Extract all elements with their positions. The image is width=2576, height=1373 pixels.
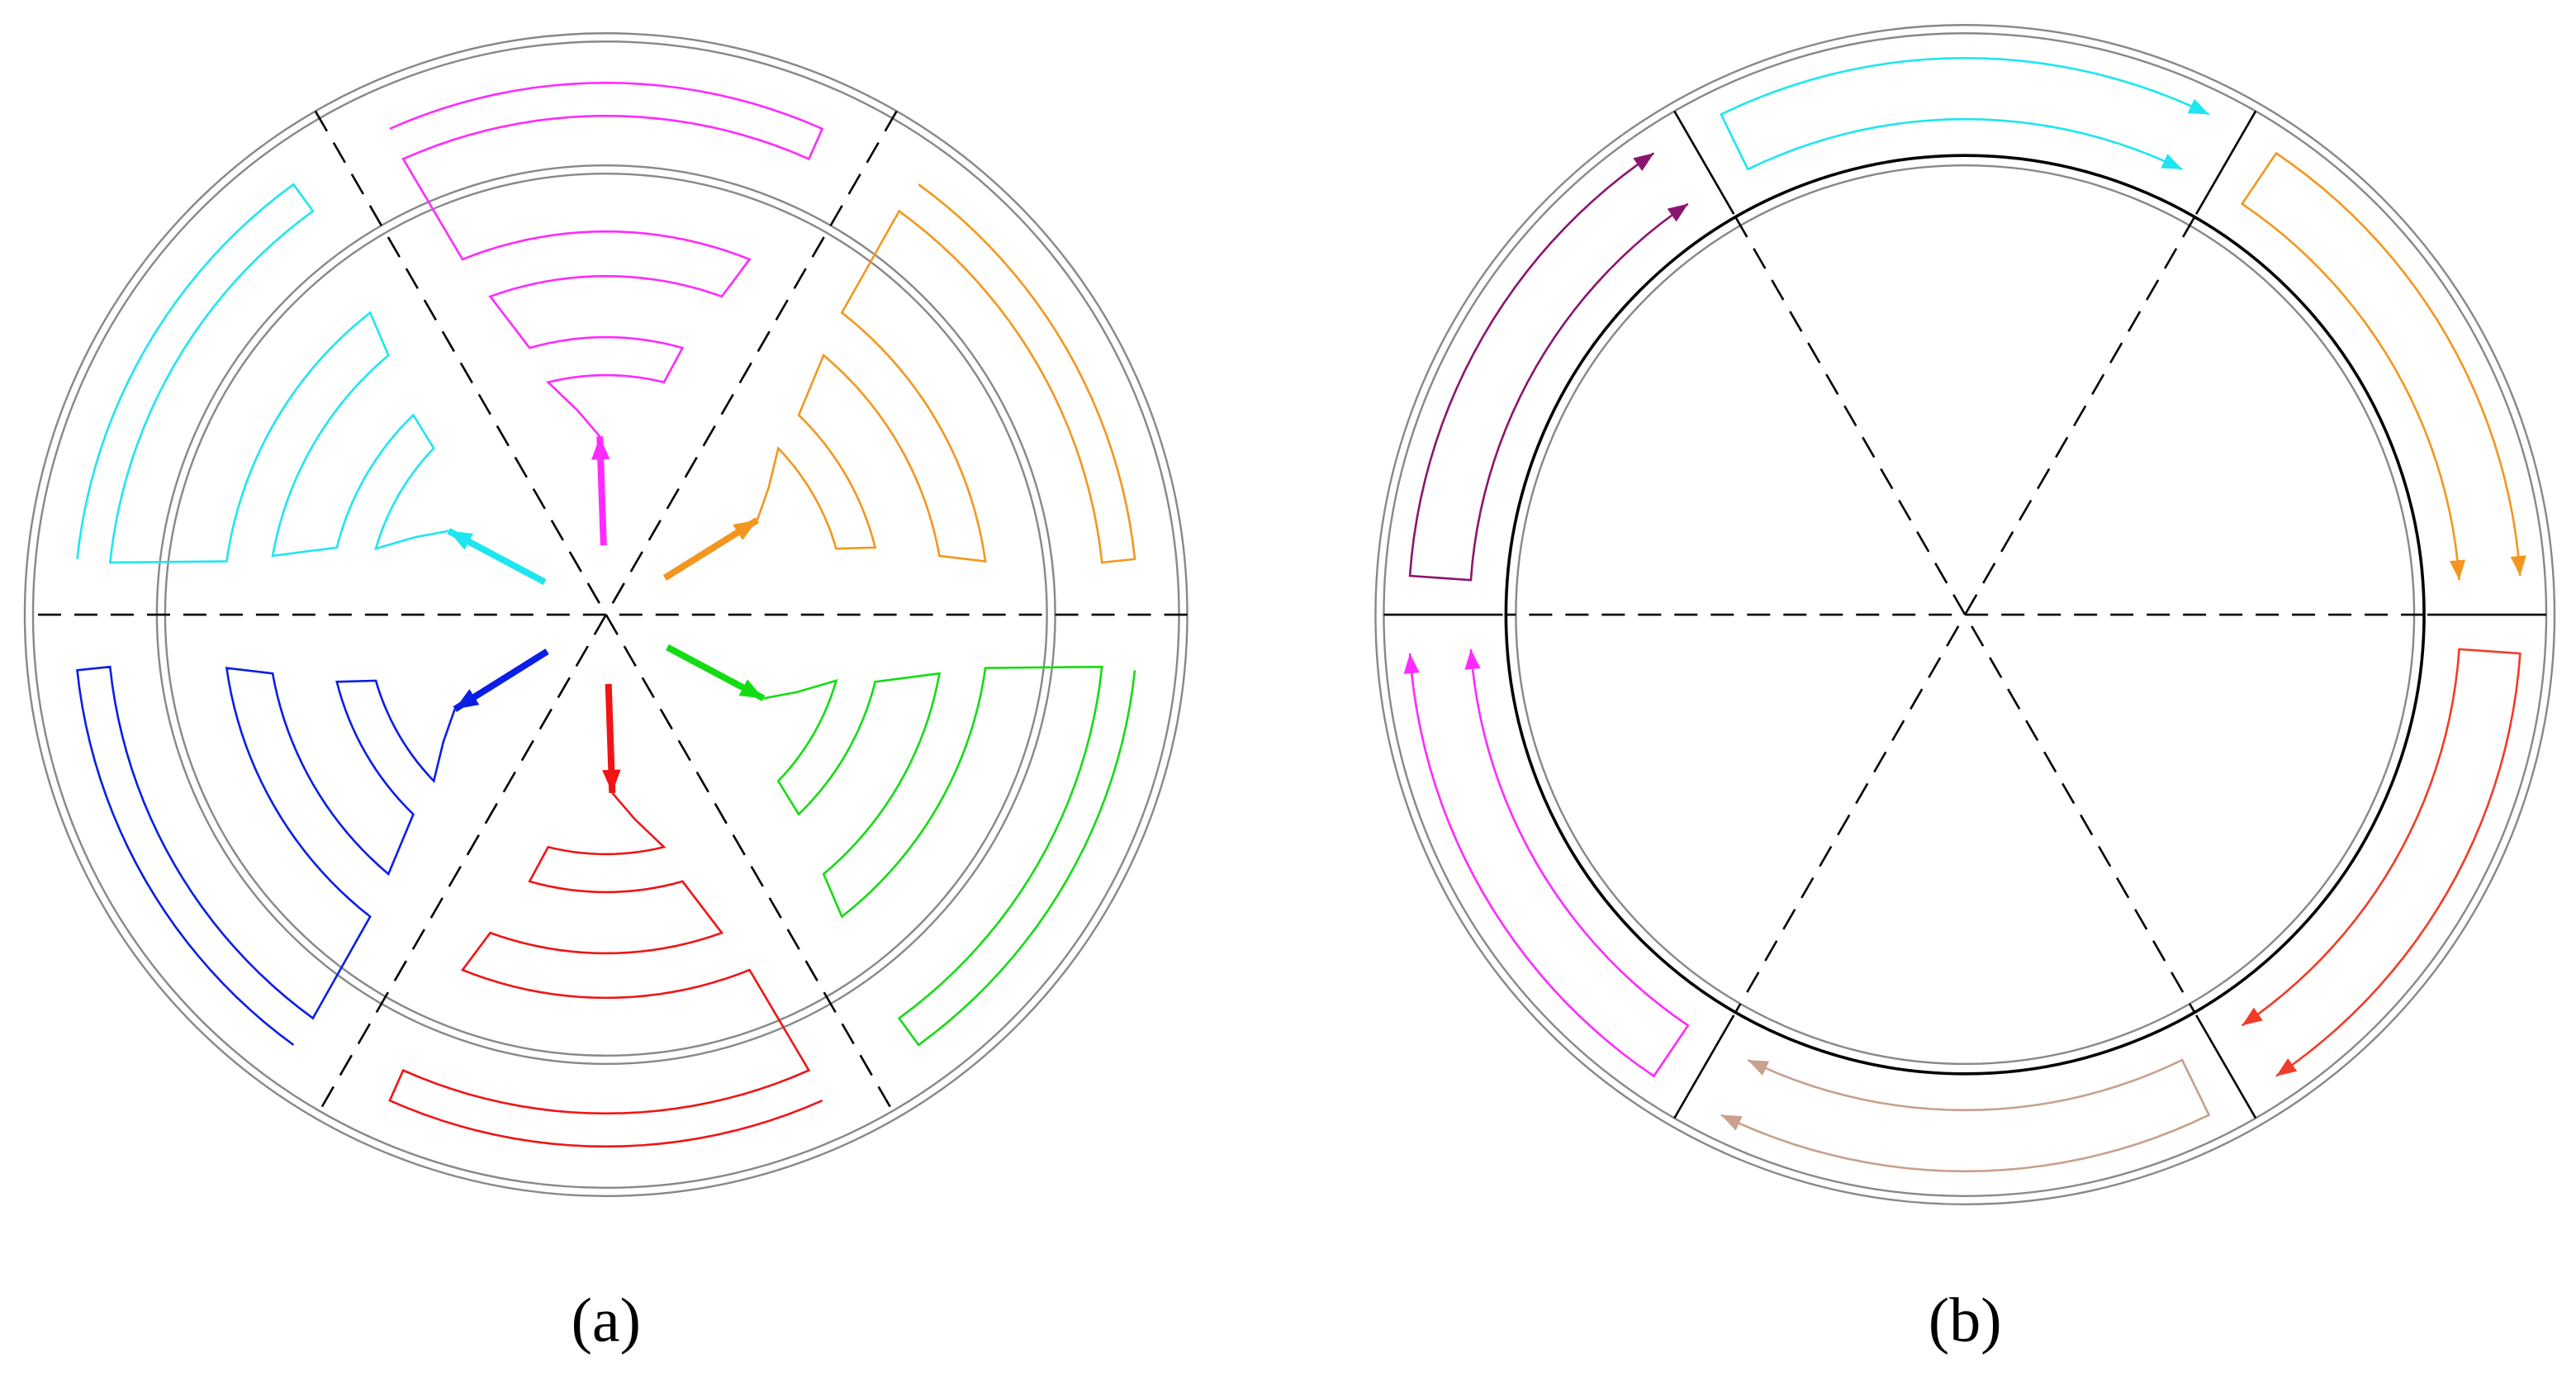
coil: [1408, 152, 1689, 582]
arrow-head: [733, 520, 757, 540]
arrow-head: [1403, 653, 1420, 674]
ring-separator: [2195, 1014, 2257, 1119]
coil: [388, 791, 823, 1148]
arrow-head: [602, 769, 621, 793]
arrow-head: [454, 689, 480, 710]
coil: [76, 665, 456, 1046]
coil: [2240, 151, 2521, 581]
panel-a-drawing: [23, 32, 1188, 1198]
coil: [76, 183, 449, 564]
ring-separator: [1673, 1014, 1735, 1119]
ring: [1374, 24, 2556, 1205]
coil: [756, 183, 1136, 564]
dashed-line: [314, 110, 898, 1119]
coil: [763, 665, 1136, 1047]
arrow-head: [2187, 98, 2209, 115]
arrow-head: [738, 679, 764, 699]
arrow-head: [448, 530, 474, 550]
coil: [1408, 648, 1690, 1078]
ring-separator: [2195, 110, 2257, 215]
arrow-head: [2242, 1007, 2263, 1026]
panel-label: (a): [572, 1286, 641, 1356]
arrow-head: [1667, 203, 1688, 222]
arrow-head: [2449, 559, 2466, 581]
coil: [1720, 56, 2210, 171]
arrow-head: [591, 436, 610, 460]
panel-b-drawing: [1374, 24, 2556, 1205]
ring-separator: [1673, 110, 1735, 215]
arrow-head: [2510, 555, 2526, 577]
arrow-head: [1748, 1060, 1770, 1076]
dashed-line: [1734, 216, 2196, 1014]
panel-label: (b): [1928, 1286, 2002, 1356]
arrow-head: [1464, 648, 1481, 670]
arrow-head: [1720, 1114, 1743, 1131]
coil: [2241, 648, 2521, 1077]
arrow-head: [2276, 1057, 2298, 1076]
arrow-head: [1633, 153, 1654, 172]
coil: [389, 81, 824, 438]
coil: [1720, 1058, 2211, 1173]
arrow-head: [2161, 154, 2183, 169]
